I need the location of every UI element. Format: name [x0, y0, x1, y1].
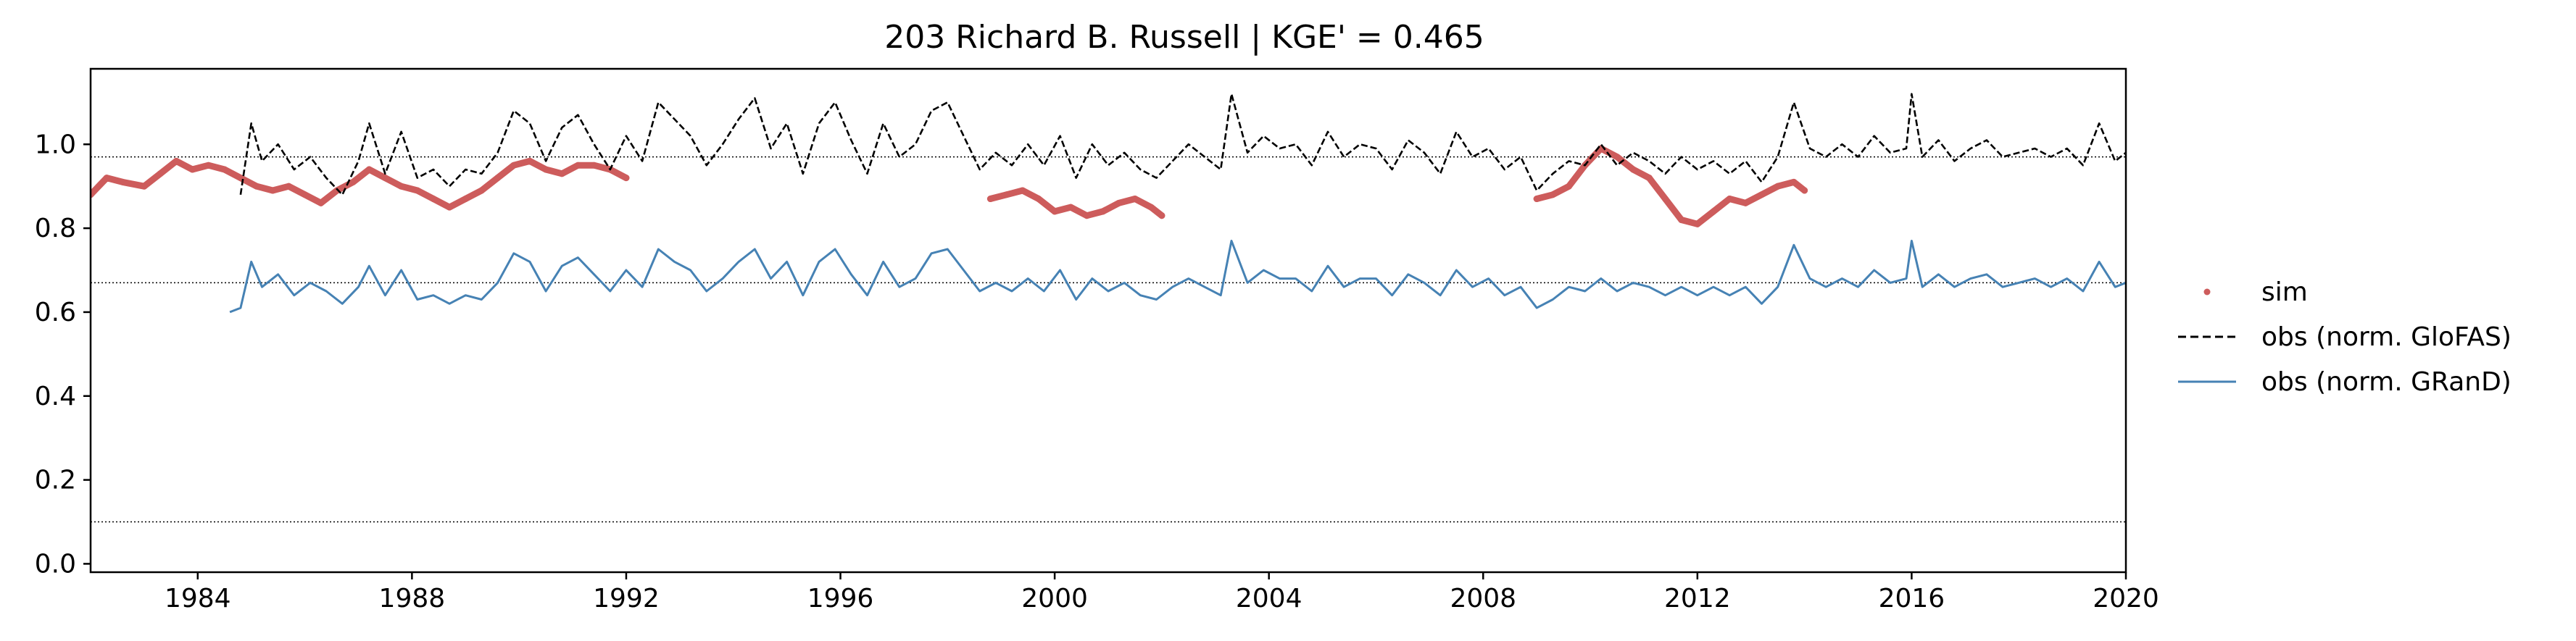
x-tick-label: 2008	[1450, 584, 1516, 613]
sim-point	[1613, 154, 1621, 161]
sim-point	[1035, 196, 1042, 203]
sim-point	[1774, 183, 1782, 190]
sim-point	[591, 162, 598, 169]
sim-point	[526, 157, 533, 164]
sim-point	[1678, 217, 1685, 223]
sim-point	[1100, 208, 1107, 215]
x-tick-label: 2004	[1236, 584, 1302, 613]
legend: sim obs (norm. GloFAS) obs (norm. GRanD)	[2178, 277, 2511, 397]
sim-point	[1801, 187, 1808, 194]
sim-point	[1565, 183, 1572, 190]
sim-point	[1067, 204, 1074, 211]
sim-point	[1158, 212, 1166, 219]
legend-label-grand: obs (norm. GRanD)	[2261, 367, 2511, 397]
x-tick-label: 1988	[379, 584, 446, 613]
y-tick-label: 0.4	[35, 382, 76, 411]
y-tick-label: 1.0	[35, 130, 76, 159]
sim-point	[317, 199, 325, 206]
series-sim	[91, 145, 1808, 227]
sim-point	[1549, 191, 1556, 198]
plot-area: 1984 1988 1992 1996 2000 2004 2008 2012 2016 2020…	[35, 67, 2159, 613]
series-grand-line	[229, 240, 2126, 314]
sim-point	[1003, 191, 1010, 198]
sim-point	[462, 196, 469, 203]
sim-point	[1051, 208, 1058, 215]
sim-point	[986, 196, 994, 203]
sim-point	[1533, 196, 1540, 203]
x-tick-label: 1996	[807, 584, 874, 613]
x-tick-label: 1984	[165, 584, 231, 613]
sim-point	[414, 187, 421, 194]
sim-point	[478, 187, 485, 194]
y-tick-label: 0.8	[35, 214, 76, 243]
sim-point	[141, 183, 148, 190]
sim-point	[1115, 199, 1123, 206]
chart-title: 203 Richard B. Russell | KGE' = 0.465	[884, 19, 1484, 56]
sim-point	[430, 196, 437, 203]
sim-point	[558, 170, 565, 177]
sim-point	[574, 162, 581, 169]
sim-point	[205, 162, 212, 169]
sim-point	[188, 166, 196, 173]
sim-point	[302, 191, 309, 198]
sim-point	[542, 166, 549, 173]
sim-point	[285, 183, 292, 190]
sim-point	[253, 183, 260, 190]
y-tick-label: 0.2	[35, 466, 76, 495]
sim-point	[157, 170, 164, 177]
sim-point	[1790, 178, 1798, 185]
sim-point	[1083, 212, 1090, 219]
legend-marker-sim	[2203, 288, 2211, 296]
legend-label-sim: sim	[2261, 277, 2308, 307]
sim-point	[1742, 199, 1749, 206]
sim-point	[221, 166, 228, 173]
sim-point	[494, 175, 502, 182]
sim-point	[1758, 191, 1766, 198]
sim-point	[103, 175, 110, 182]
y-tick-label: 0.6	[35, 298, 76, 327]
sim-point	[1131, 196, 1139, 203]
x-tick-label: 2012	[1664, 584, 1731, 613]
sim-point	[349, 178, 357, 185]
legend-label-glofas: obs (norm. GloFAS)	[2261, 322, 2511, 352]
sim-point	[119, 178, 126, 185]
sim-point	[1019, 187, 1026, 194]
sim-point	[623, 175, 630, 182]
sim-point	[173, 157, 180, 164]
y-tick-label: 0.0	[35, 549, 76, 579]
sim-point	[1662, 196, 1669, 203]
x-tick-label: 2020	[2093, 584, 2159, 613]
sim-point	[365, 166, 373, 173]
sim-point	[1147, 204, 1155, 211]
sim-point	[398, 183, 405, 190]
sim-point	[1629, 166, 1637, 173]
series-glofas-line	[239, 93, 2126, 196]
axes-frame	[89, 67, 2127, 574]
sim-point	[1710, 208, 1717, 215]
sim-point	[1645, 175, 1653, 182]
sim-segment-1	[91, 157, 630, 211]
sim-point	[446, 204, 453, 211]
x-tick-label: 1992	[593, 584, 660, 613]
series-layer	[91, 93, 2126, 314]
sim-point	[269, 187, 276, 194]
x-tick-label: 2016	[1879, 584, 1945, 613]
sim-point	[1726, 196, 1733, 203]
sim-point	[1694, 220, 1701, 227]
x-tick-label: 2000	[1021, 584, 1088, 613]
sim-point	[510, 162, 518, 169]
sim-point	[381, 175, 389, 182]
